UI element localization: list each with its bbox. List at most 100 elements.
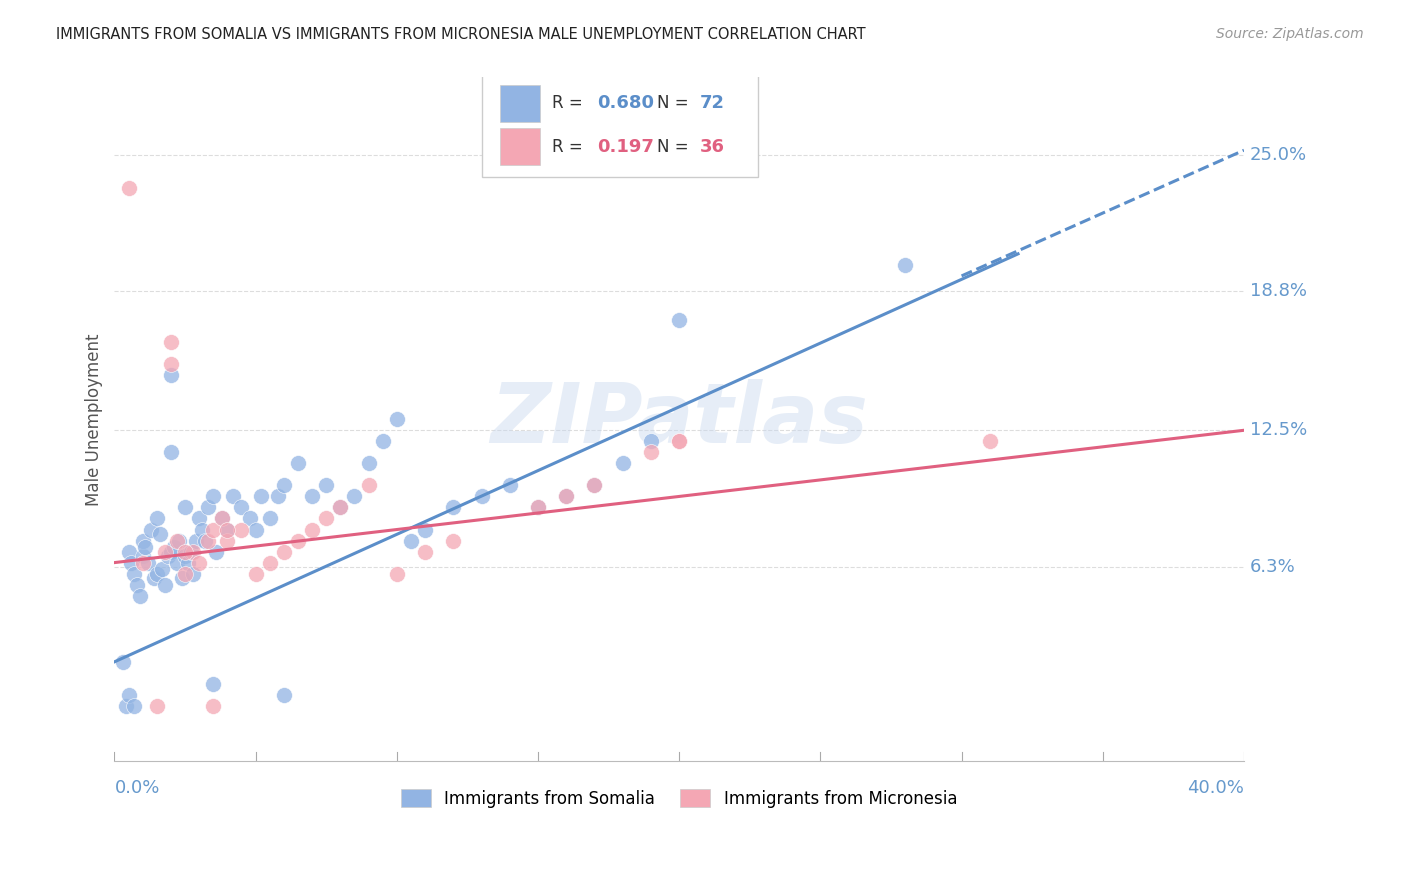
Text: 40.0%: 40.0% — [1187, 779, 1244, 797]
Point — [894, 258, 917, 272]
Point — [239, 511, 262, 525]
Point — [499, 478, 522, 492]
Point — [640, 434, 662, 449]
Text: 18.8%: 18.8% — [1250, 283, 1306, 301]
FancyBboxPatch shape — [499, 128, 540, 165]
Point — [160, 445, 183, 459]
Point — [163, 540, 186, 554]
Point — [183, 566, 205, 581]
Point — [343, 490, 366, 504]
Point — [385, 412, 408, 426]
Point — [186, 533, 208, 548]
Point — [287, 456, 309, 470]
Point — [211, 511, 233, 525]
Point — [555, 490, 578, 504]
Text: 36: 36 — [700, 137, 724, 156]
Point — [245, 523, 267, 537]
Text: N =: N = — [657, 95, 688, 112]
Point — [527, 500, 550, 515]
Point — [160, 368, 183, 383]
Point — [202, 677, 225, 691]
Text: 0.0%: 0.0% — [114, 779, 160, 797]
Point — [202, 698, 225, 713]
Point — [287, 533, 309, 548]
Point — [172, 571, 194, 585]
Point — [273, 478, 295, 492]
Point — [128, 589, 150, 603]
Point — [329, 500, 352, 515]
Point — [134, 540, 156, 554]
Point — [194, 533, 217, 548]
Point — [527, 500, 550, 515]
Text: ZIPatlas: ZIPatlas — [491, 379, 868, 459]
Text: 12.5%: 12.5% — [1250, 421, 1306, 439]
Point — [267, 490, 290, 504]
Point — [441, 500, 464, 515]
Text: 0.680: 0.680 — [596, 95, 654, 112]
Point — [640, 445, 662, 459]
Text: R =: R = — [551, 95, 582, 112]
Point — [160, 334, 183, 349]
Point — [114, 698, 136, 713]
Point — [139, 523, 162, 537]
Point — [371, 434, 394, 449]
Point — [273, 544, 295, 558]
Point — [111, 655, 134, 669]
Point — [315, 511, 337, 525]
Point — [612, 456, 634, 470]
Point — [399, 533, 422, 548]
Point — [470, 490, 492, 504]
Point — [174, 566, 197, 581]
Point — [211, 511, 233, 525]
Point — [157, 549, 180, 563]
Point — [441, 533, 464, 548]
Text: R =: R = — [551, 137, 582, 156]
Point — [155, 577, 177, 591]
Point — [145, 511, 167, 525]
Point — [329, 500, 352, 515]
Point — [583, 478, 606, 492]
Point — [117, 180, 139, 194]
Point — [301, 490, 323, 504]
Point — [315, 478, 337, 492]
Point — [202, 490, 225, 504]
Point — [202, 523, 225, 537]
Point — [357, 456, 380, 470]
Point — [169, 533, 191, 548]
Point — [583, 478, 606, 492]
Point — [273, 688, 295, 702]
Point — [177, 556, 200, 570]
Point — [301, 523, 323, 537]
Point — [166, 556, 188, 570]
Text: IMMIGRANTS FROM SOMALIA VS IMMIGRANTS FROM MICRONESIA MALE UNEMPLOYMENT CORRELAT: IMMIGRANTS FROM SOMALIA VS IMMIGRANTS FR… — [56, 27, 866, 42]
Point — [205, 544, 228, 558]
Point — [188, 556, 211, 570]
Point — [166, 533, 188, 548]
Point — [668, 434, 690, 449]
Point — [122, 566, 145, 581]
Point — [117, 544, 139, 558]
Point — [217, 523, 239, 537]
Point — [217, 523, 239, 537]
Text: 0.197: 0.197 — [596, 137, 654, 156]
Point — [668, 434, 690, 449]
Y-axis label: Male Unemployment: Male Unemployment — [86, 333, 103, 506]
Point — [131, 556, 153, 570]
Point — [125, 577, 148, 591]
Point — [217, 533, 239, 548]
Point — [385, 566, 408, 581]
Point — [413, 523, 436, 537]
Point — [250, 490, 273, 504]
Text: N =: N = — [657, 137, 688, 156]
Point — [145, 566, 167, 581]
FancyBboxPatch shape — [481, 70, 758, 177]
Point — [131, 549, 153, 563]
Point — [174, 500, 197, 515]
Point — [152, 562, 174, 576]
Point — [259, 556, 281, 570]
Point — [188, 511, 211, 525]
Text: Source: ZipAtlas.com: Source: ZipAtlas.com — [1216, 27, 1364, 41]
Point — [555, 490, 578, 504]
Text: 72: 72 — [700, 95, 724, 112]
Point — [191, 523, 214, 537]
